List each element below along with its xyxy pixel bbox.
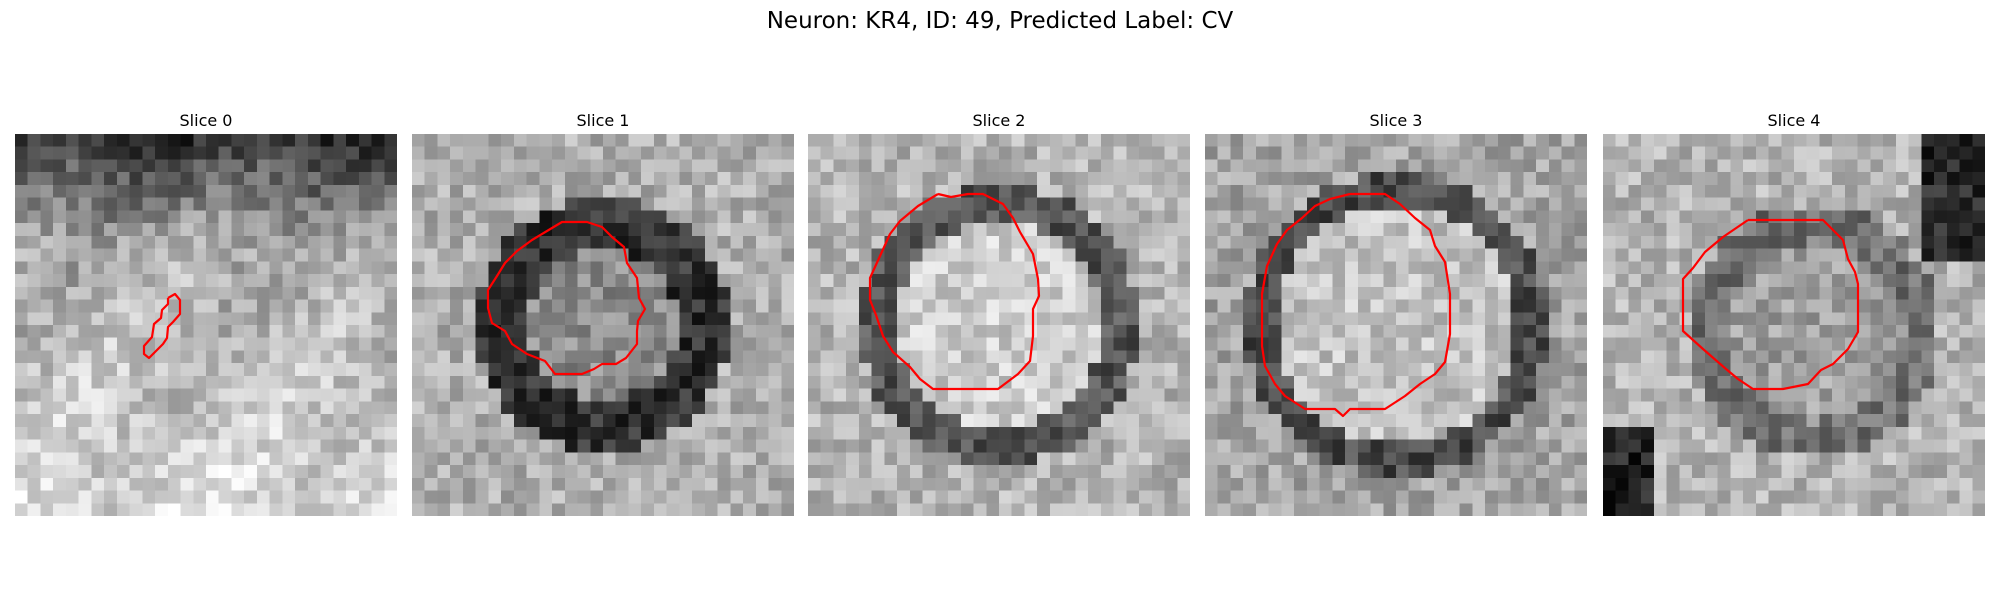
segmentation-contour <box>868 192 1041 391</box>
slice-panel-4: Slice 4 <box>1603 108 1985 516</box>
segmentation-contour <box>142 292 182 360</box>
segmentation-contour <box>486 220 647 376</box>
slice-title: Slice 1 <box>576 111 630 130</box>
slice-panel-0: Slice 0 <box>15 108 397 516</box>
slice-panel-2: Slice 2 <box>808 108 1190 516</box>
slice-image <box>808 134 1190 516</box>
slice-title: Slice 2 <box>972 111 1026 130</box>
contour-overlay <box>1260 192 1452 418</box>
slice-image <box>15 134 397 516</box>
contour-overlay <box>1681 218 1860 391</box>
slice-title: Slice 4 <box>1767 111 1821 130</box>
segmentation-contour <box>1260 192 1452 418</box>
contour-overlay <box>868 192 1041 391</box>
slice-title: Slice 0 <box>179 111 233 130</box>
slice-panel-1: Slice 1 <box>412 108 794 516</box>
figure-title: Neuron: KR4, ID: 49, Predicted Label: CV <box>766 8 1234 34</box>
contour-overlay <box>142 292 182 360</box>
segmentation-contour <box>1681 218 1860 391</box>
slice-panel-3: Slice 3 <box>1205 108 1587 516</box>
slice-image <box>1205 134 1587 516</box>
slice-image <box>412 134 794 516</box>
slice-image <box>1603 134 1985 516</box>
slice-title: Slice 3 <box>1369 111 1423 130</box>
contour-overlay <box>486 220 647 376</box>
